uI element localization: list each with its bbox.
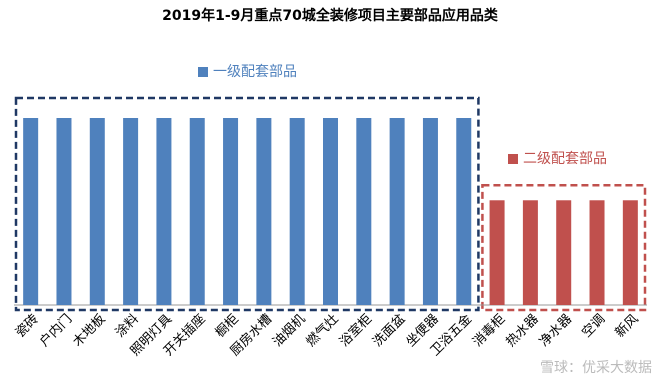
bar	[223, 118, 239, 305]
bar	[422, 118, 438, 305]
bar	[356, 118, 372, 305]
watermark: 雪球：优采大数据	[540, 360, 652, 376]
bar	[56, 118, 72, 305]
bar	[556, 200, 572, 305]
bar	[189, 118, 205, 305]
bar	[256, 118, 272, 305]
legend-label: 二级配套部品	[523, 151, 607, 167]
bar	[289, 118, 305, 305]
bar	[156, 118, 172, 305]
legend-swatch	[198, 67, 208, 77]
bar	[522, 200, 538, 305]
bar	[89, 118, 105, 305]
chart-title: 2019年1-9月重点70城全装修项目主要部品应用品类	[162, 7, 499, 24]
bar	[23, 118, 39, 305]
bar	[456, 118, 472, 305]
bar	[323, 118, 338, 305]
bar	[389, 118, 405, 305]
legend-label: 一级配套部品	[213, 64, 297, 80]
group-box	[14, 96, 480, 312]
bar	[123, 118, 139, 305]
bar	[622, 200, 638, 305]
bar	[489, 200, 505, 305]
group-box	[481, 184, 647, 312]
legend-swatch	[508, 154, 518, 164]
bar	[589, 200, 605, 305]
